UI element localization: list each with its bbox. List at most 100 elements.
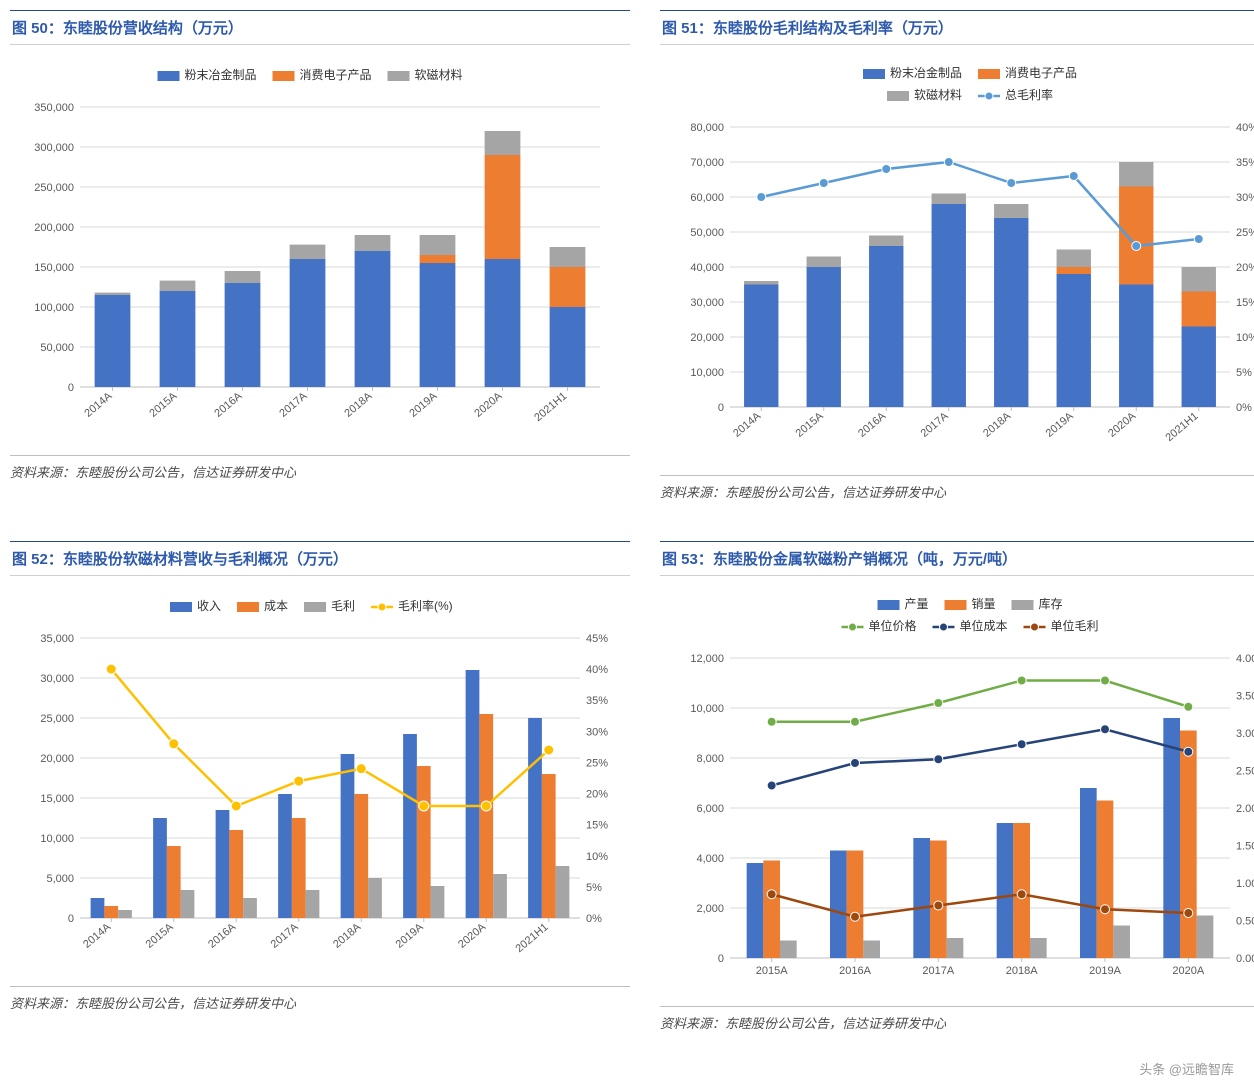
svg-text:3.00: 3.00 xyxy=(1236,728,1254,740)
svg-text:2019A: 2019A xyxy=(394,921,427,951)
svg-text:2021H1: 2021H1 xyxy=(1163,410,1200,444)
svg-text:2019A: 2019A xyxy=(1044,410,1077,440)
svg-text:毛利率(%): 毛利率(%) xyxy=(398,598,453,613)
svg-text:0%: 0% xyxy=(586,913,602,925)
svg-text:50,000: 50,000 xyxy=(690,227,724,239)
svg-text:2016A: 2016A xyxy=(206,921,239,951)
svg-text:2.50: 2.50 xyxy=(1236,766,1254,778)
figure-50: 图 50：东睦股份营收结构（万元） 粉末冶金制品消费电子产品软磁材料050,00… xyxy=(10,10,630,501)
svg-text:2018A: 2018A xyxy=(342,390,375,420)
svg-text:12,000: 12,000 xyxy=(690,653,724,665)
figure-52-chart: 收入成本毛利毛利率(%)05,00010,00015,00020,00025,0… xyxy=(10,588,630,978)
svg-text:2020A: 2020A xyxy=(1172,965,1204,977)
svg-text:4,000: 4,000 xyxy=(696,853,724,865)
svg-text:20%: 20% xyxy=(586,789,608,801)
svg-text:40%: 40% xyxy=(1236,122,1254,134)
svg-text:2016A: 2016A xyxy=(212,390,245,420)
svg-text:50,000: 50,000 xyxy=(40,342,74,354)
svg-text:30,000: 30,000 xyxy=(40,673,74,685)
svg-text:单位毛利: 单位毛利 xyxy=(1051,618,1099,633)
svg-text:2017A: 2017A xyxy=(269,921,302,951)
svg-text:0%: 0% xyxy=(1236,402,1252,414)
svg-text:70,000: 70,000 xyxy=(690,157,724,169)
figure-51-source: 资料来源：东睦股份公司公告，信达证券研发中心 xyxy=(660,475,1254,501)
figure-51-title: 图 51：东睦股份毛利结构及毛利率（万元） xyxy=(660,10,1254,45)
svg-text:2015A: 2015A xyxy=(794,410,827,440)
figure-51-chart: 粉末冶金制品消费电子产品软磁材料总毛利率010,00020,00030,0004… xyxy=(660,57,1254,467)
svg-text:2018A: 2018A xyxy=(981,410,1014,440)
svg-text:2015A: 2015A xyxy=(144,921,177,951)
svg-text:30%: 30% xyxy=(586,726,608,738)
svg-text:35,000: 35,000 xyxy=(40,633,74,645)
svg-text:25%: 25% xyxy=(586,757,608,769)
svg-text:200,000: 200,000 xyxy=(34,222,74,234)
svg-text:2021H1: 2021H1 xyxy=(532,390,569,424)
svg-text:20,000: 20,000 xyxy=(40,753,74,765)
svg-text:总毛利率: 总毛利率 xyxy=(1005,87,1053,102)
svg-text:0.50: 0.50 xyxy=(1236,916,1254,928)
svg-text:2018A: 2018A xyxy=(1006,965,1038,977)
figure-51: 图 51：东睦股份毛利结构及毛利率（万元） 粉末冶金制品消费电子产品软磁材料总毛… xyxy=(660,10,1254,501)
svg-text:150,000: 150,000 xyxy=(34,262,74,274)
svg-text:收入: 收入 xyxy=(197,599,221,613)
svg-text:2019A: 2019A xyxy=(1089,965,1121,977)
svg-text:2017A: 2017A xyxy=(922,965,954,977)
svg-text:0.00: 0.00 xyxy=(1236,953,1254,965)
svg-text:2016A: 2016A xyxy=(856,410,889,440)
svg-text:0: 0 xyxy=(68,913,74,925)
svg-text:2021H1: 2021H1 xyxy=(513,921,550,955)
svg-text:350,000: 350,000 xyxy=(34,102,74,114)
figure-53: 图 53：东睦股份金属软磁粉产销概况（吨，万元/吨） 产量销量库存单位价格单位成… xyxy=(660,541,1254,1032)
figure-50-chart: 粉末冶金制品消费电子产品软磁材料050,000100,000150,000200… xyxy=(10,57,630,447)
svg-text:0: 0 xyxy=(718,953,724,965)
figure-53-title: 图 53：东睦股份金属软磁粉产销概况（吨，万元/吨） xyxy=(660,541,1254,576)
svg-text:10%: 10% xyxy=(586,851,608,863)
figure-52-title: 图 52：东睦股份软磁材料营收与毛利概况（万元） xyxy=(10,541,630,576)
svg-text:35%: 35% xyxy=(586,695,608,707)
svg-text:15%: 15% xyxy=(1236,297,1254,309)
svg-text:2020A: 2020A xyxy=(456,921,489,951)
svg-text:5%: 5% xyxy=(586,882,602,894)
svg-text:2.00: 2.00 xyxy=(1236,803,1254,815)
svg-text:单位成本: 单位成本 xyxy=(960,618,1008,633)
svg-text:单位价格: 单位价格 xyxy=(869,618,917,633)
figure-53-source: 资料来源：东睦股份公司公告，信达证券研发中心 xyxy=(660,1006,1254,1032)
svg-text:5%: 5% xyxy=(1236,367,1252,379)
svg-text:成本: 成本 xyxy=(264,599,288,613)
figure-50-source: 资料来源：东睦股份公司公告，信达证券研发中心 xyxy=(10,455,630,481)
svg-text:20%: 20% xyxy=(1236,262,1254,274)
figure-50-title: 图 50：东睦股份营收结构（万元） xyxy=(10,10,630,45)
svg-text:80,000: 80,000 xyxy=(690,122,724,134)
svg-text:粉末冶金制品: 粉末冶金制品 xyxy=(890,65,962,80)
svg-text:软磁材料: 软磁材料 xyxy=(914,87,962,102)
svg-text:30%: 30% xyxy=(1236,192,1254,204)
svg-text:6,000: 6,000 xyxy=(696,803,724,815)
svg-text:2014A: 2014A xyxy=(81,921,114,951)
svg-text:60,000: 60,000 xyxy=(690,192,724,204)
svg-text:库存: 库存 xyxy=(1039,596,1063,611)
svg-text:40%: 40% xyxy=(586,664,608,676)
svg-text:2014A: 2014A xyxy=(82,390,115,420)
svg-text:毛利: 毛利 xyxy=(331,599,355,613)
svg-text:2014A: 2014A xyxy=(731,410,764,440)
svg-text:25%: 25% xyxy=(1236,227,1254,239)
svg-text:2,000: 2,000 xyxy=(696,903,724,915)
svg-text:20,000: 20,000 xyxy=(690,332,724,344)
svg-text:2017A: 2017A xyxy=(277,390,310,420)
svg-text:10,000: 10,000 xyxy=(690,703,724,715)
svg-text:10,000: 10,000 xyxy=(690,367,724,379)
svg-text:消费电子产品: 消费电子产品 xyxy=(300,68,372,82)
svg-text:15%: 15% xyxy=(586,820,608,832)
svg-text:1.00: 1.00 xyxy=(1236,878,1254,890)
svg-text:2020A: 2020A xyxy=(472,390,505,420)
svg-text:2019A: 2019A xyxy=(407,390,440,420)
figure-52: 图 52：东睦股份软磁材料营收与毛利概况（万元） 收入成本毛利毛利率(%)05,… xyxy=(10,541,630,1032)
svg-text:2015A: 2015A xyxy=(147,390,180,420)
svg-text:3.50: 3.50 xyxy=(1236,691,1254,703)
svg-text:粉末冶金制品: 粉末冶金制品 xyxy=(185,67,257,82)
svg-text:35%: 35% xyxy=(1236,157,1254,169)
svg-text:100,000: 100,000 xyxy=(34,302,74,314)
svg-text:250,000: 250,000 xyxy=(34,182,74,194)
svg-text:45%: 45% xyxy=(586,633,608,645)
svg-text:8,000: 8,000 xyxy=(696,753,724,765)
